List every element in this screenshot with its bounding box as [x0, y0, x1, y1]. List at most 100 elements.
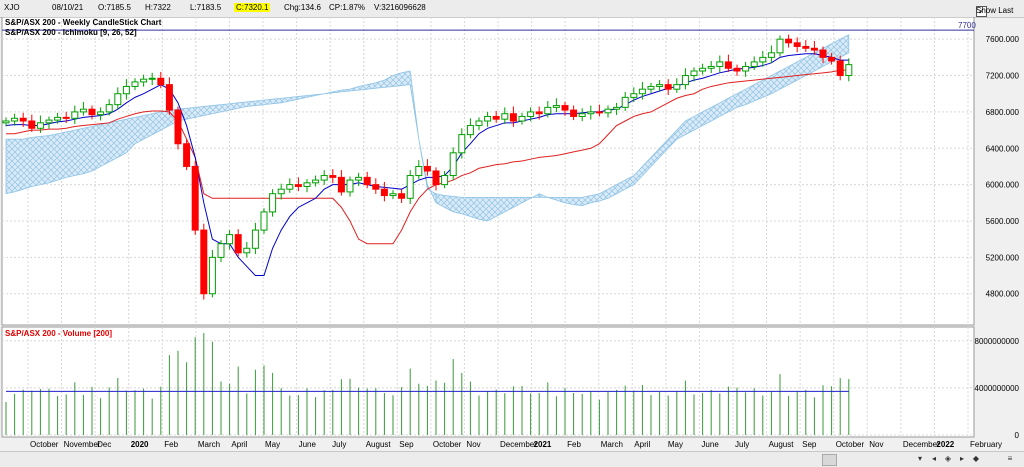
candle-up	[269, 193, 277, 213]
zoom-out-icon[interactable]: ▾	[917, 454, 922, 463]
x-tick-label: December	[903, 440, 940, 449]
candle-down	[793, 42, 801, 47]
volume-tick-label: 4000000000	[975, 384, 1020, 393]
candle-up	[122, 85, 130, 95]
price-tick-label: 5600.000	[986, 217, 1020, 226]
settings-icon[interactable]: ≡	[1007, 454, 1013, 463]
candle-up	[681, 75, 689, 86]
candle-up	[79, 108, 87, 113]
candle-up	[656, 84, 664, 87]
candle-up	[613, 106, 621, 110]
volume-bars	[5, 333, 850, 435]
x-tick-label: Sep	[802, 440, 817, 449]
open-label: O:7185.5	[98, 3, 131, 12]
bottom-scrollbar[interactable]: ▾ ◂ ◈ ▸ ◆ ≡	[0, 451, 1024, 467]
price-tick-label: 7600.000	[986, 35, 1020, 44]
reference-line-label: 7700	[958, 21, 976, 30]
candle-down	[88, 108, 96, 116]
candle-down	[423, 165, 431, 172]
candle-up	[776, 38, 784, 54]
candle-up	[105, 104, 113, 113]
candle-up	[346, 179, 354, 193]
candle-up	[475, 120, 483, 127]
chart-area[interactable]: 7700 S&P/ASX 200 - Weekly CandleStick Ch…	[0, 17, 1024, 451]
quote-bar: XJO 08/10/21 O:7185.5 H:7322 L:7183.5 C:…	[0, 0, 1024, 18]
candle-up	[750, 61, 758, 67]
scroll-left-icon[interactable]: ◂	[931, 454, 936, 463]
candle-up	[466, 125, 474, 136]
x-tick-label: March	[601, 440, 623, 449]
candle-down	[570, 109, 578, 117]
kijun-sen-line	[6, 69, 849, 245]
x-tick-label: June	[299, 440, 317, 449]
candle-up	[303, 182, 311, 187]
scroll-end-icon[interactable]: ◈	[944, 454, 952, 463]
x-tick-label: May	[265, 440, 280, 449]
candle-up	[604, 108, 612, 114]
close-label: C:7320.1	[234, 3, 271, 12]
x-tick-label: June	[701, 440, 719, 449]
high-label: H:7322	[145, 3, 171, 12]
candle-up	[355, 176, 363, 181]
x-tick-label: July	[735, 440, 749, 449]
x-tick-label: August	[366, 440, 392, 449]
x-tick-label: April	[231, 440, 247, 449]
candle-up	[518, 115, 526, 122]
show-last-label: Show Last	[976, 6, 1014, 15]
scroll-right-icon[interactable]: ▸	[959, 454, 964, 463]
candle-up	[54, 116, 62, 121]
symbol-label: XJO	[4, 3, 20, 12]
scroll-thumb[interactable]	[822, 454, 837, 466]
candle-up	[759, 56, 767, 63]
candle-up	[630, 93, 638, 98]
candle-down	[174, 109, 182, 145]
candle-down	[183, 143, 191, 167]
candle-up	[484, 115, 492, 122]
candle-down	[836, 60, 844, 77]
candle-down	[363, 176, 371, 186]
candle-up	[148, 77, 156, 80]
candle-up	[36, 122, 44, 129]
candle-up	[415, 165, 423, 177]
candle-up	[389, 193, 397, 197]
candle-down	[337, 176, 345, 193]
candle-up	[742, 65, 750, 72]
ichimoku-title: S&P/ASX 200 - Ichimoku [9, 26, 52]	[5, 28, 137, 37]
candle-down	[329, 175, 337, 178]
show-last-checkbox[interactable]: ✓	[976, 6, 987, 17]
price-y-axis: 7600.000 7200.000 6800.000 6400.000 6000.000…	[986, 35, 1020, 299]
x-tick-label: May	[668, 440, 683, 449]
candle-up	[552, 105, 560, 108]
candle-up	[845, 64, 853, 77]
candle-down	[372, 184, 380, 190]
price-tick-label: 6000.000	[986, 181, 1020, 190]
candle-up	[578, 113, 586, 117]
change-label: Chg:134.6	[284, 3, 321, 12]
candle-down	[733, 67, 741, 72]
candle-up	[277, 188, 285, 195]
candle-up	[11, 117, 19, 122]
candle-down	[157, 77, 165, 86]
candle-up	[312, 179, 320, 184]
price-panel-title: S&P/ASX 200 - Weekly CandleStick Chart	[5, 18, 162, 27]
price-tick-label: 6800.000	[986, 108, 1020, 117]
candle-up	[716, 61, 724, 67]
x-tick-label: March	[198, 440, 220, 449]
candle-down	[724, 61, 732, 69]
candle-up	[226, 234, 234, 245]
candle-up	[286, 184, 294, 190]
candle-down	[509, 113, 517, 122]
candle-down	[398, 193, 406, 199]
candle-down	[802, 45, 810, 49]
x-tick-label: 2022	[936, 440, 954, 449]
candle-up	[208, 256, 216, 295]
x-tick-label: October	[433, 440, 462, 449]
x-tick-label: April	[634, 440, 650, 449]
price-tick-label: 6400.000	[986, 144, 1020, 153]
date-label: 08/10/21	[52, 3, 84, 12]
candle-down	[380, 188, 388, 197]
candle-down	[492, 115, 500, 120]
candle-up	[449, 152, 457, 177]
fit-icon[interactable]: ◆	[972, 454, 980, 463]
